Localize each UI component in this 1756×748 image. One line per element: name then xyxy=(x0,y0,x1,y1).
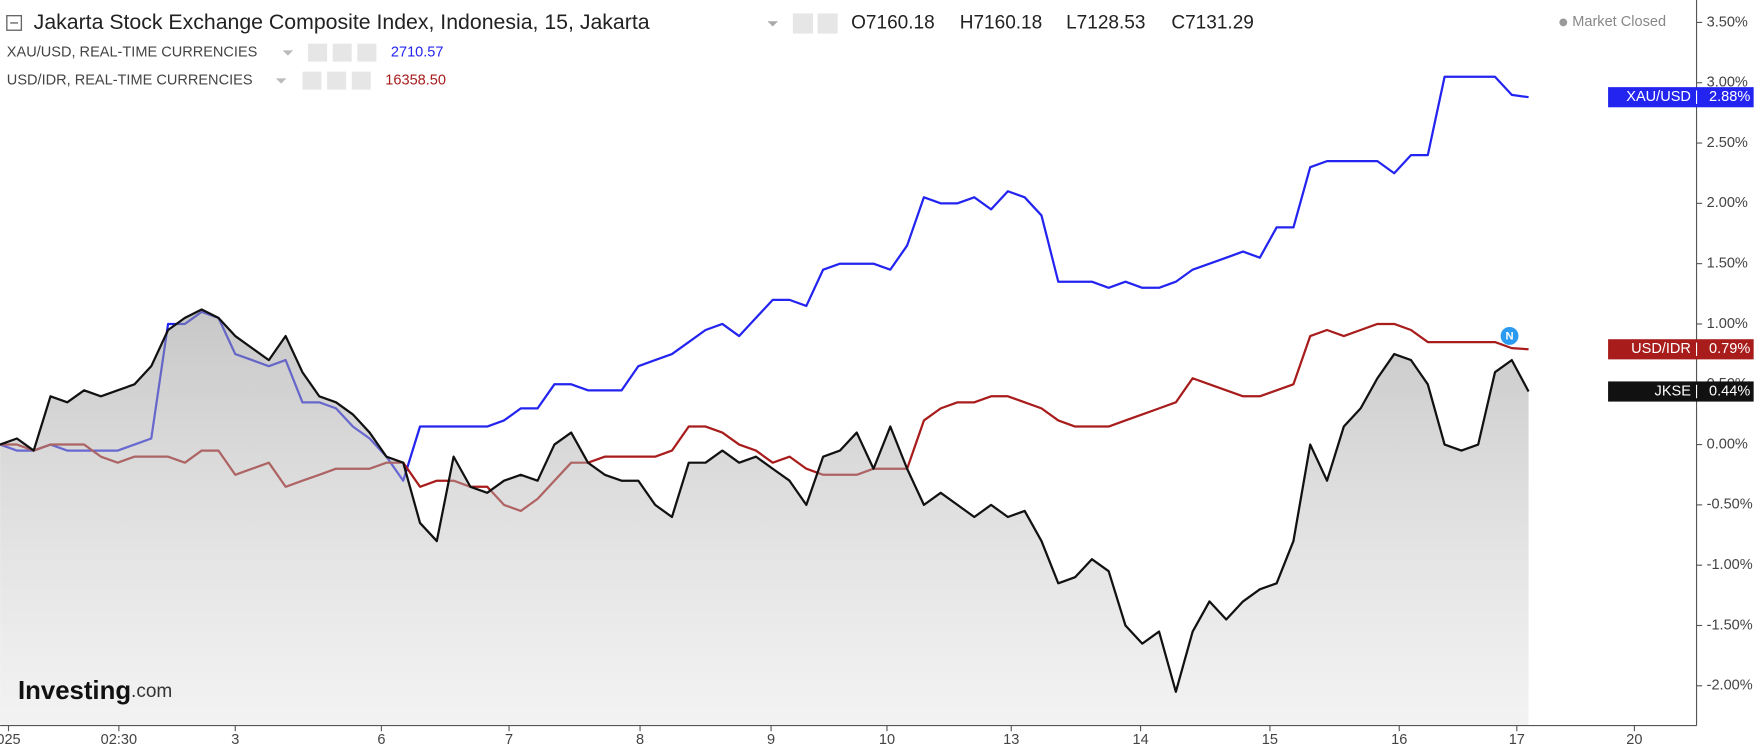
y-tick-label: -0.50% xyxy=(1707,497,1753,513)
watermark-brand: Investing xyxy=(18,677,131,705)
header: Jakarta Stock Exchange Composite Index, … xyxy=(6,10,1666,34)
y-tick-label: 2.50% xyxy=(1707,135,1748,151)
remove-button[interactable] xyxy=(351,71,371,90)
badge-value: 2.88% xyxy=(1709,89,1750,105)
x-tick-label: 20 xyxy=(1626,732,1642,748)
x-tick-label: 14 xyxy=(1132,732,1148,748)
badge-background xyxy=(1608,381,1754,402)
ohlc-value: 7160.18 xyxy=(973,13,1042,34)
badge-background xyxy=(1608,87,1754,108)
badge-value: 0.79% xyxy=(1709,341,1750,357)
watermark: Investing.com xyxy=(18,677,172,705)
last-value-badge: XAU/USD 2.88% xyxy=(1608,87,1754,108)
y-tick-label: 1.00% xyxy=(1707,316,1748,332)
y-tick-label: 3.50% xyxy=(1707,14,1748,30)
legend-price: 16358.50 xyxy=(385,72,446,88)
ohlc-value: 7160.18 xyxy=(866,13,935,34)
x-tick-label: 02:30 xyxy=(101,732,137,748)
y-tick-label: 2.00% xyxy=(1707,195,1748,211)
badge-value: 0.44% xyxy=(1709,383,1750,399)
x-tick-label: 10 xyxy=(879,732,895,748)
market-status: Market Closed xyxy=(1572,14,1666,30)
legend-label: XAU/USD, REAL-TIME CURRENCIES xyxy=(7,44,258,60)
y-tick-label: 3.00% xyxy=(1707,75,1748,91)
y-tick-label: -2.00% xyxy=(1707,678,1753,694)
ohlc-value: 7131.29 xyxy=(1185,13,1254,34)
settings-button[interactable] xyxy=(332,43,352,62)
plot-area xyxy=(0,75,1530,726)
remove-button[interactable] xyxy=(357,43,377,62)
badge-background xyxy=(1608,339,1754,360)
badge-series-name: JKSE xyxy=(1655,383,1692,399)
ohlc-low: L7128.53 xyxy=(1066,13,1145,34)
x-tick-label: 8 xyxy=(636,732,644,748)
axes: -2.00%-1.50%-1.00%-0.50%0.00%0.50%1.00%1… xyxy=(0,14,1754,748)
last-value-badge: USD/IDR 0.79% xyxy=(1608,339,1754,360)
collapse-icon[interactable] xyxy=(6,15,23,31)
status-dot xyxy=(1559,18,1568,27)
series-area xyxy=(0,309,1529,726)
settings-button[interactable] xyxy=(327,71,347,90)
ohlc-key: H xyxy=(960,13,974,34)
ohlc-high: H7160.18 xyxy=(960,13,1042,34)
x-tick-label: 6 xyxy=(377,732,385,748)
ohlc-key: L xyxy=(1066,13,1077,34)
y-tick-label: -1.50% xyxy=(1707,617,1753,633)
legend-label: USD/IDR, REAL-TIME CURRENCIES xyxy=(7,72,253,88)
ohlc-key: O xyxy=(851,13,866,34)
chart-title: Jakarta Stock Exchange Composite Index, … xyxy=(34,10,650,34)
y-tick-label: 0.00% xyxy=(1707,436,1748,452)
x-tick-label: 13 xyxy=(1003,732,1019,748)
x-tick-label: 17 xyxy=(1509,732,1525,748)
x-tick-label: 16 xyxy=(1391,732,1407,748)
dropdown-arrow[interactable] xyxy=(767,20,778,27)
y-tick-label: -1.00% xyxy=(1707,557,1753,573)
event-marker-label: N xyxy=(1505,330,1513,342)
x-tick-label: 3 xyxy=(231,732,239,748)
legend-price: 2710.57 xyxy=(391,44,444,60)
watermark-domain: .com xyxy=(131,681,172,702)
eye-button[interactable] xyxy=(302,71,322,90)
dropdown-arrow[interactable] xyxy=(283,49,293,56)
badge-series-name: USD/IDR xyxy=(1631,341,1691,357)
eye-button[interactable] xyxy=(792,13,814,34)
y-tick-label: 1.50% xyxy=(1707,256,1748,272)
badge-series-name: XAU/USD xyxy=(1626,89,1691,105)
ohlc-open: O7160.18 xyxy=(851,13,935,34)
series-line xyxy=(0,308,1530,693)
dropdown-arrow[interactable] xyxy=(276,77,287,84)
x-tick-label: 7 xyxy=(505,732,513,748)
ohlc-value: 7128.53 xyxy=(1077,13,1146,34)
x-tick-label: 9 xyxy=(767,732,775,748)
legend: XAU/USD, REAL-TIME CURRENCIES 2710.57 US… xyxy=(7,43,446,90)
event-marker[interactable] xyxy=(1500,326,1519,345)
eye-button[interactable] xyxy=(308,43,328,62)
settings-button[interactable] xyxy=(817,13,838,34)
x-tick-label: 15 xyxy=(1262,732,1278,748)
ohlc-key: C xyxy=(1171,13,1185,34)
last-value-badge: JKSE 0.44% xyxy=(1608,381,1754,402)
ohlc-close: C7131.29 xyxy=(1171,13,1253,34)
x-tick-label: 025 xyxy=(0,732,21,748)
